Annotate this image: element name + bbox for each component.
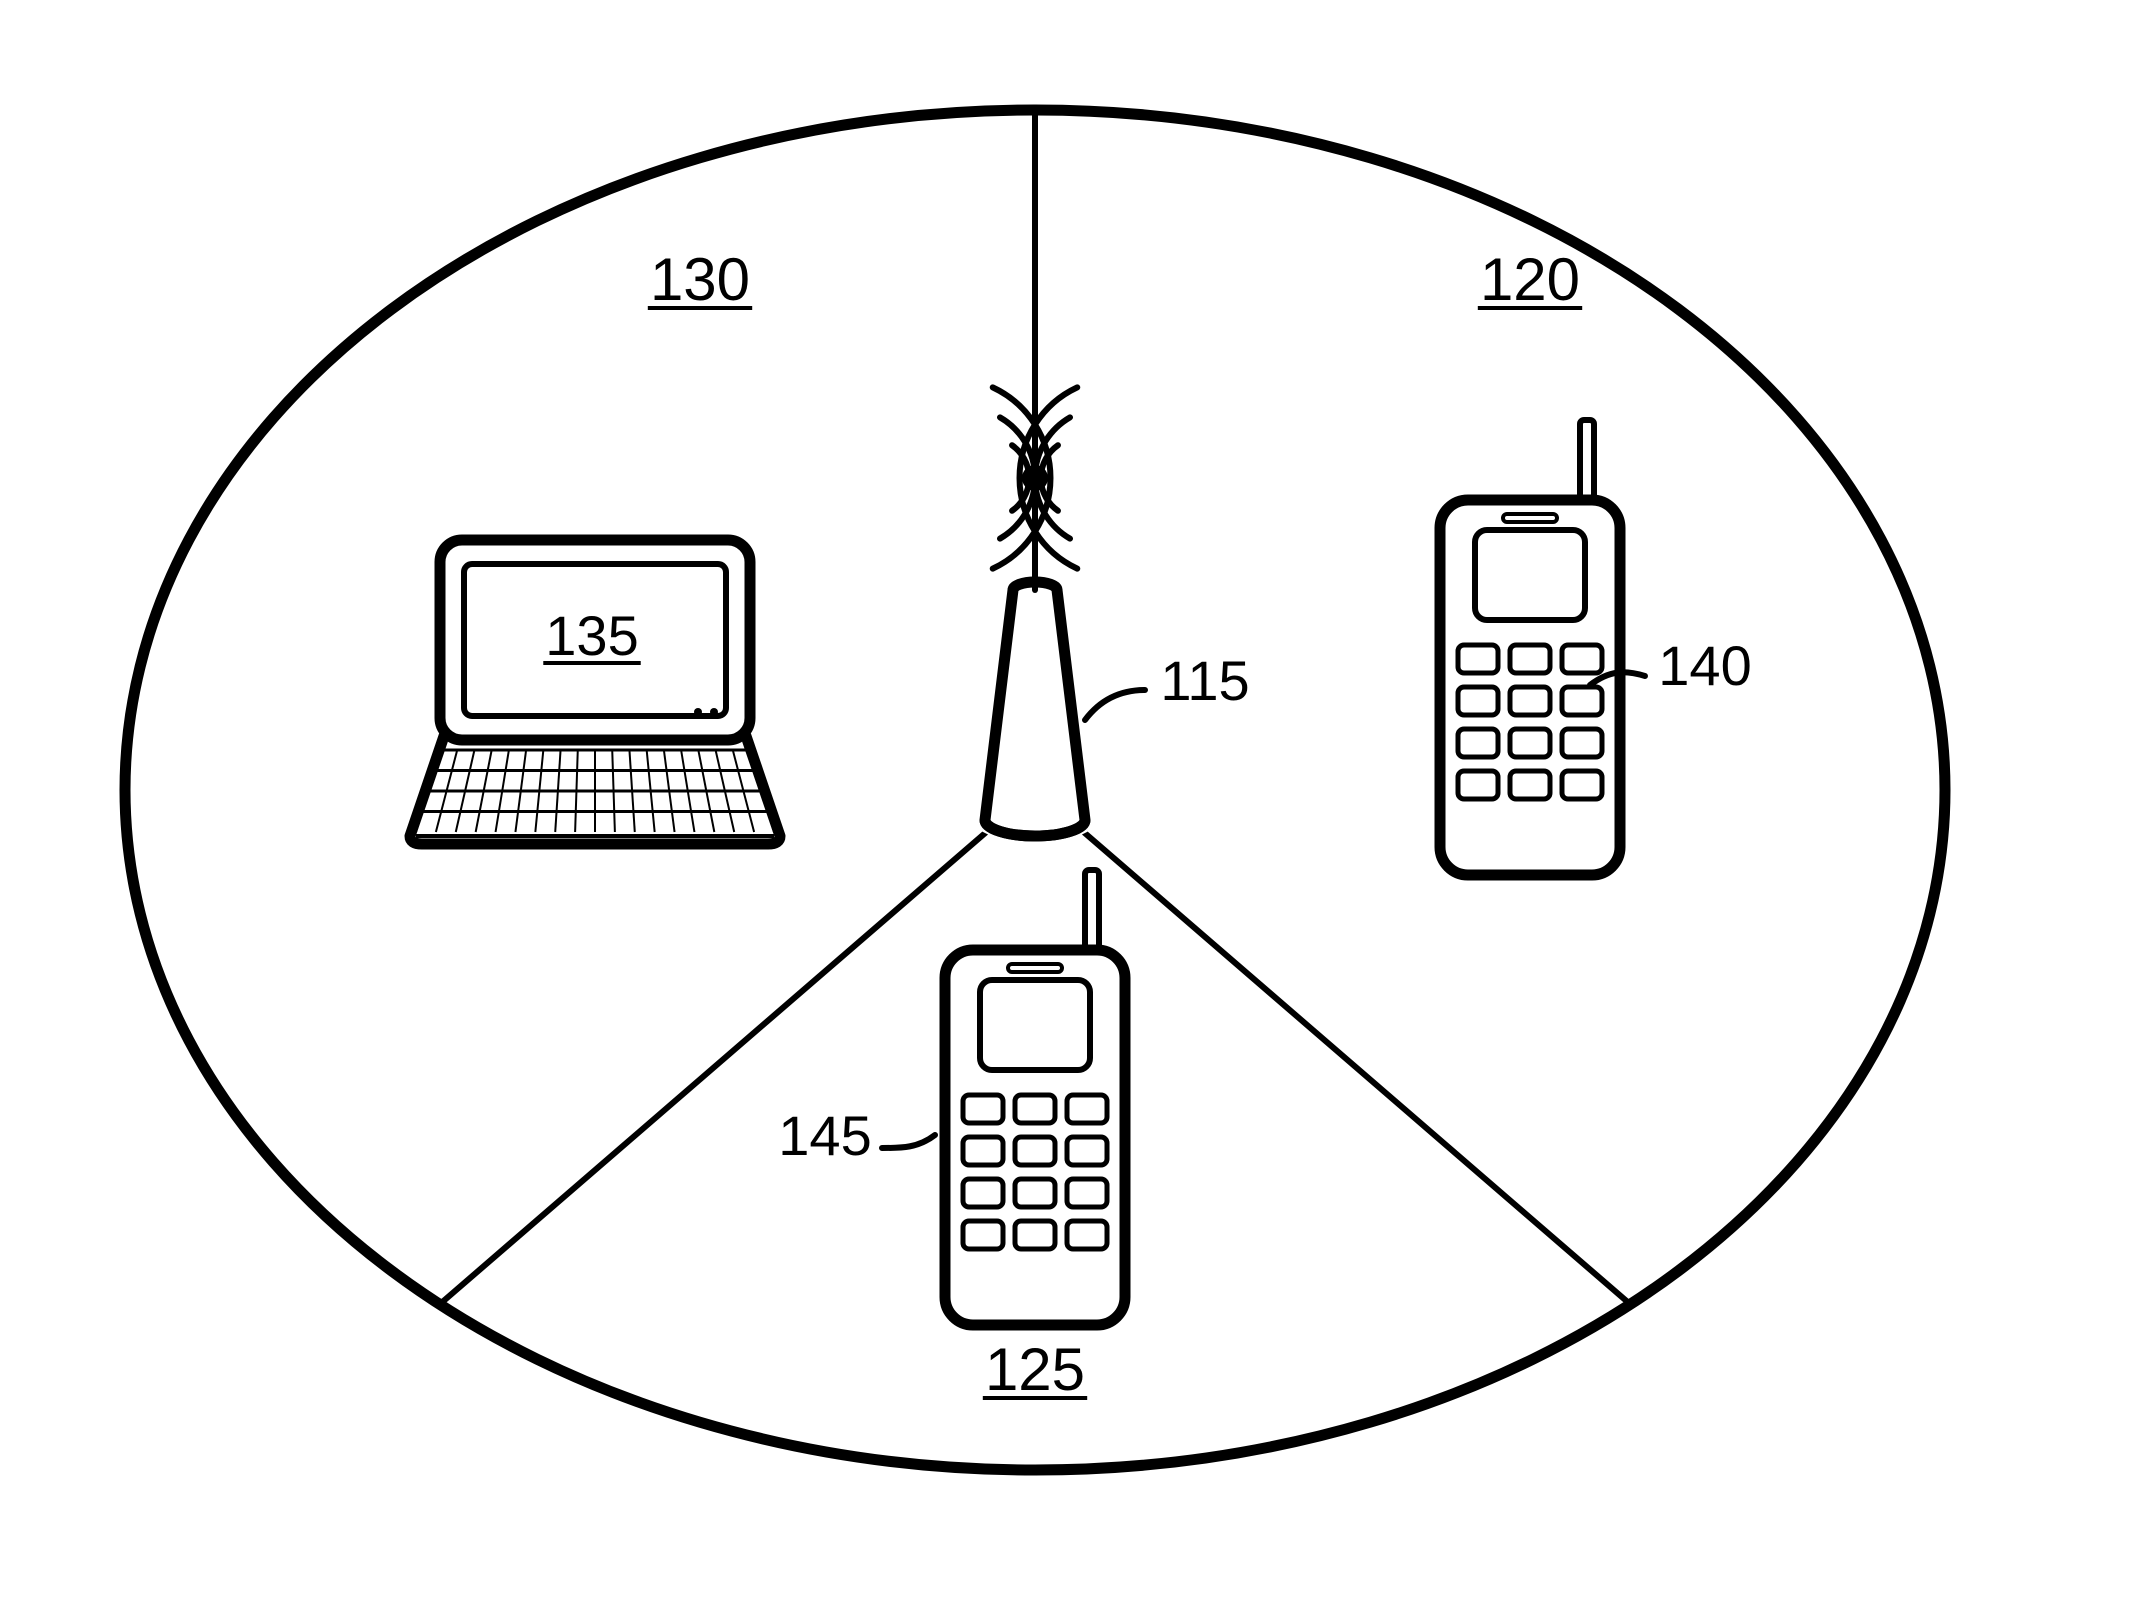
label-l140: 140 xyxy=(1658,634,1751,697)
leader-l145 xyxy=(882,1135,935,1148)
laptop-icon xyxy=(410,540,780,844)
phone-right-icon xyxy=(1440,420,1620,875)
label-l115: 115 xyxy=(1160,649,1249,712)
label-l145: 145 xyxy=(778,1104,871,1167)
phone-bottom-icon xyxy=(945,870,1125,1325)
label-s125: 125 xyxy=(985,1336,1085,1403)
label-l135: 135 xyxy=(545,604,638,667)
label-s120: 120 xyxy=(1480,246,1580,313)
label-s130: 130 xyxy=(650,246,750,313)
